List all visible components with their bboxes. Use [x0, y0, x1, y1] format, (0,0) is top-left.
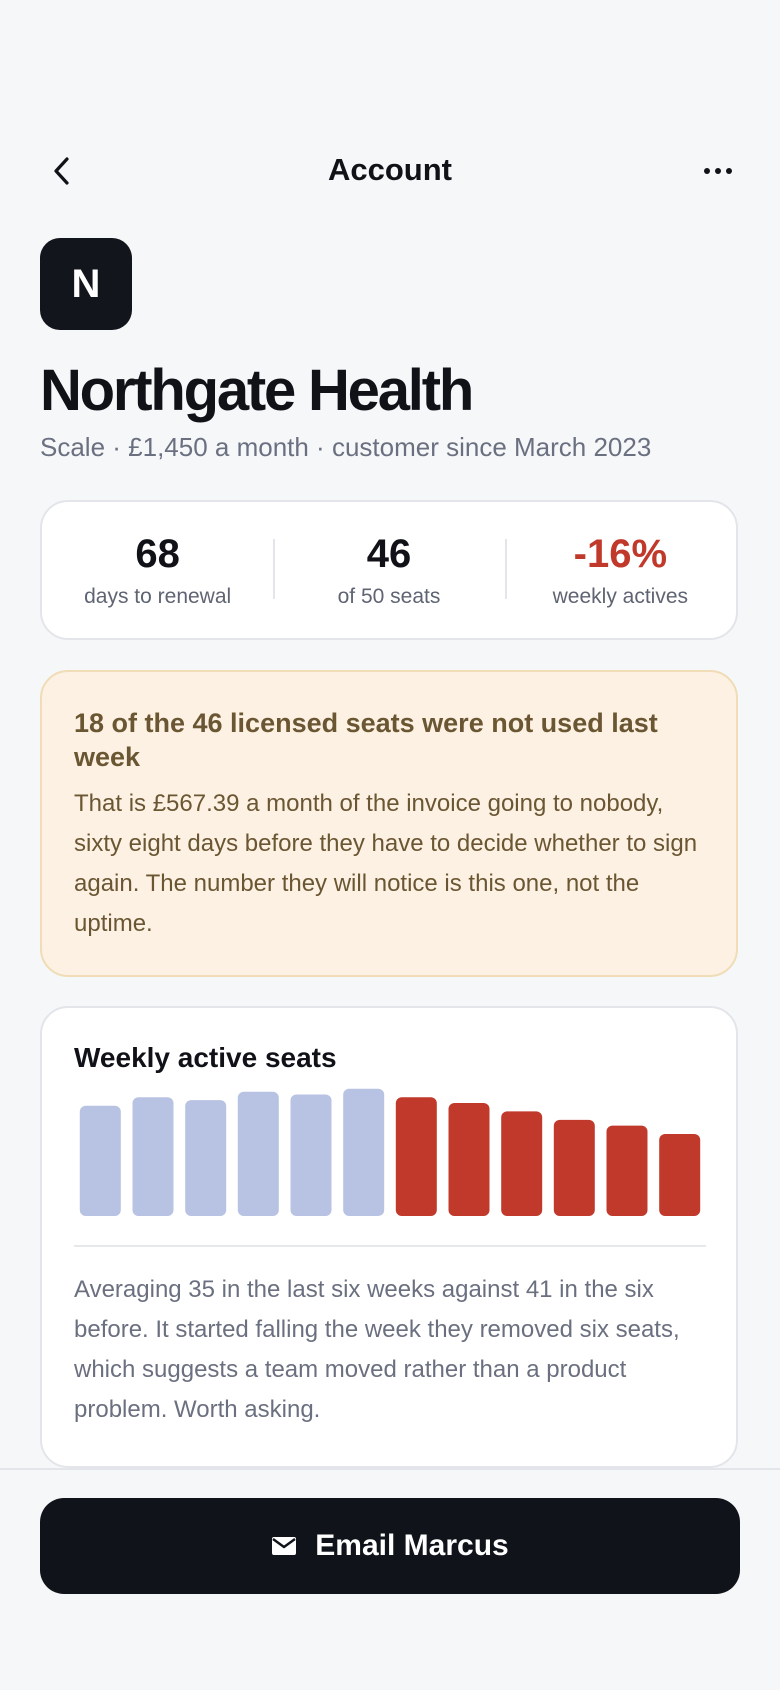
chart-title: Weekly active seats — [74, 1042, 337, 1073]
more-options-button[interactable] — [696, 149, 740, 193]
stat-value: -16% — [573, 532, 668, 576]
chart-bar-6 — [343, 1088, 385, 1216]
mail-icon — [272, 1537, 297, 1555]
alert-body: That is £567.39 a month of the invoice g… — [74, 790, 698, 937]
chart-bar-1 — [79, 1105, 121, 1216]
chevron-left-icon — [54, 157, 69, 185]
alert-title: 18 of the 46 licensed seats were not use… — [74, 708, 658, 772]
stat-value: 46 — [366, 532, 412, 576]
stat-weekly-actives: -16% weekly actives — [504, 531, 736, 609]
stat-label: weekly actives — [552, 585, 689, 608]
account-logo: N — [40, 238, 132, 330]
chart-bar-8 — [448, 1103, 490, 1216]
stat-label: of 50 seats — [337, 585, 441, 608]
email-button-label: Email Marcus — [315, 1529, 509, 1562]
more-horizontal-icon — [704, 168, 732, 174]
alert-card: 18 of the 46 licensed seats were not use… — [40, 670, 738, 977]
stat-seats: 46 of 50 seats — [273, 531, 504, 609]
email-marcus-button[interactable]: Email Marcus — [40, 1498, 740, 1594]
bottom-action-bar: Email Marcus — [0, 1468, 780, 1690]
chart-bar-7 — [395, 1097, 437, 1216]
chart-bar-11 — [606, 1125, 648, 1216]
chart-divider — [74, 1245, 706, 1247]
stats-card: 68 days to renewal 46 of 50 seats -16% w… — [40, 500, 738, 640]
top-nav-bar: Account — [0, 140, 780, 202]
page-title: Account — [328, 152, 452, 187]
account-name: Northgate Health — [40, 358, 474, 423]
stat-label: days to renewal — [84, 585, 232, 608]
chart-note: Averaging 35 in the last six weeks again… — [74, 1276, 680, 1423]
chart-bar-10 — [553, 1119, 595, 1216]
weekly-active-seats-chart — [79, 1088, 701, 1216]
chart-bar-5 — [290, 1094, 332, 1216]
back-button[interactable] — [40, 149, 84, 193]
chart-bar-2 — [132, 1097, 174, 1216]
account-meta: Scale · £1,450 a month · customer since … — [40, 432, 652, 462]
chart-card: Weekly active seats Averaging 35 in the … — [40, 1006, 738, 1468]
chart-bar-12 — [659, 1134, 701, 1216]
stat-value: 68 — [135, 532, 180, 576]
chart-bar-3 — [185, 1100, 227, 1216]
chart-bar-4 — [237, 1091, 279, 1216]
chart-bar-9 — [501, 1111, 543, 1216]
stat-renewal: 68 days to renewal — [42, 531, 273, 609]
